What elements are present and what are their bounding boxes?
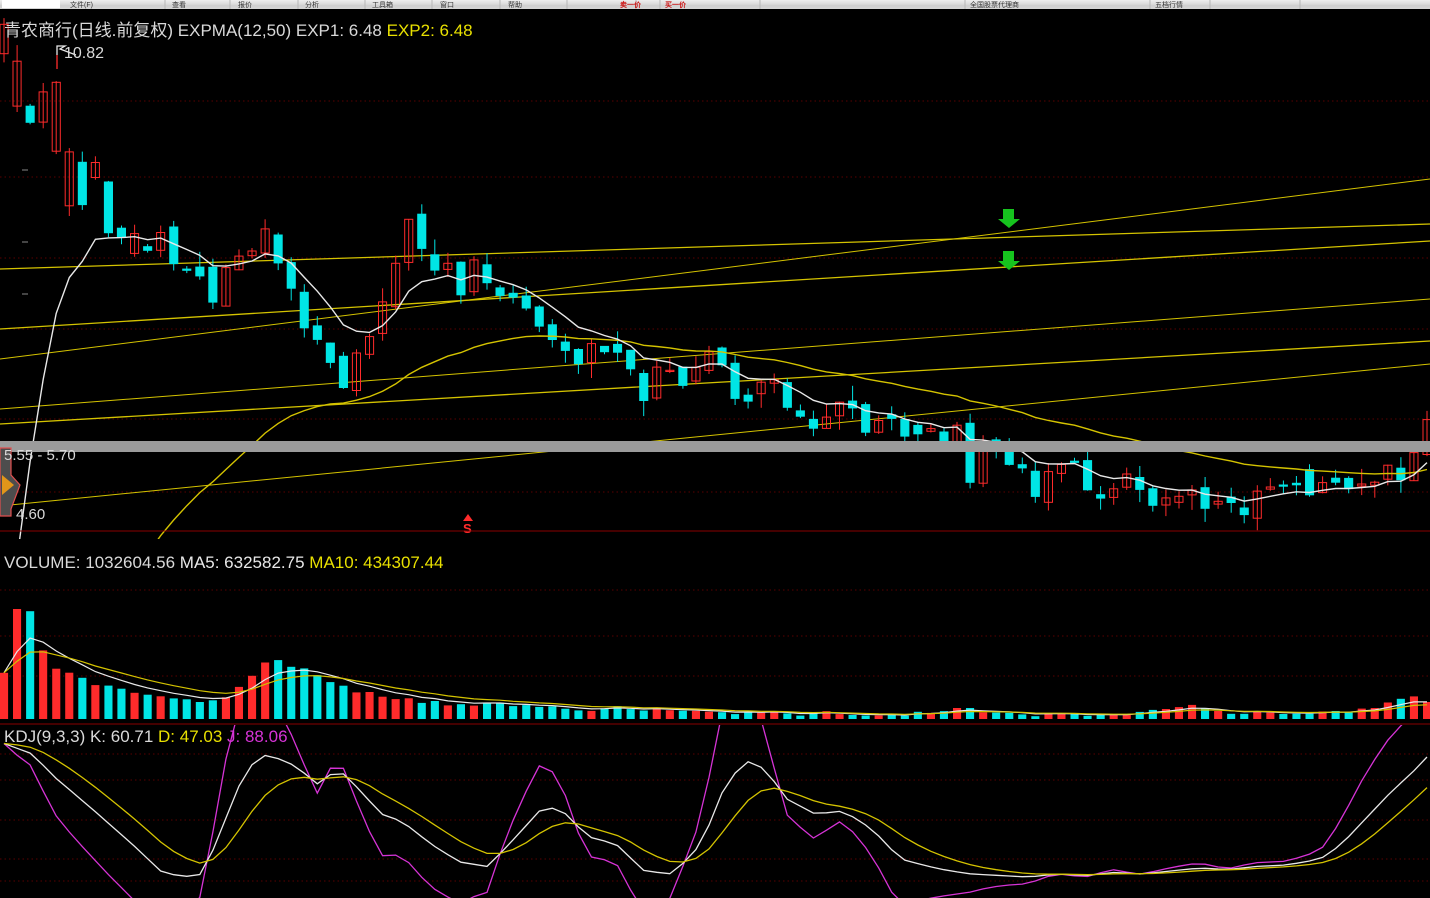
svg-text:帮助: 帮助: [508, 0, 522, 9]
svg-text:五档行情: 五档行情: [1155, 0, 1183, 9]
svg-text:卖一价: 卖一价: [620, 0, 642, 9]
svg-text:报价: 报价: [238, 0, 252, 9]
svg-text:分析: 分析: [305, 0, 319, 9]
svg-text:买一价: 买一价: [665, 1, 687, 9]
svg-text:全国股票代理商: 全国股票代理商: [970, 0, 1019, 9]
svg-text:文件(F): 文件(F): [70, 0, 93, 9]
svg-text:窗口: 窗口: [440, 0, 454, 9]
svg-text:工具箱: 工具箱: [372, 0, 393, 9]
svg-text:S: S: [463, 521, 472, 536]
svg-text:查看: 查看: [172, 0, 186, 9]
